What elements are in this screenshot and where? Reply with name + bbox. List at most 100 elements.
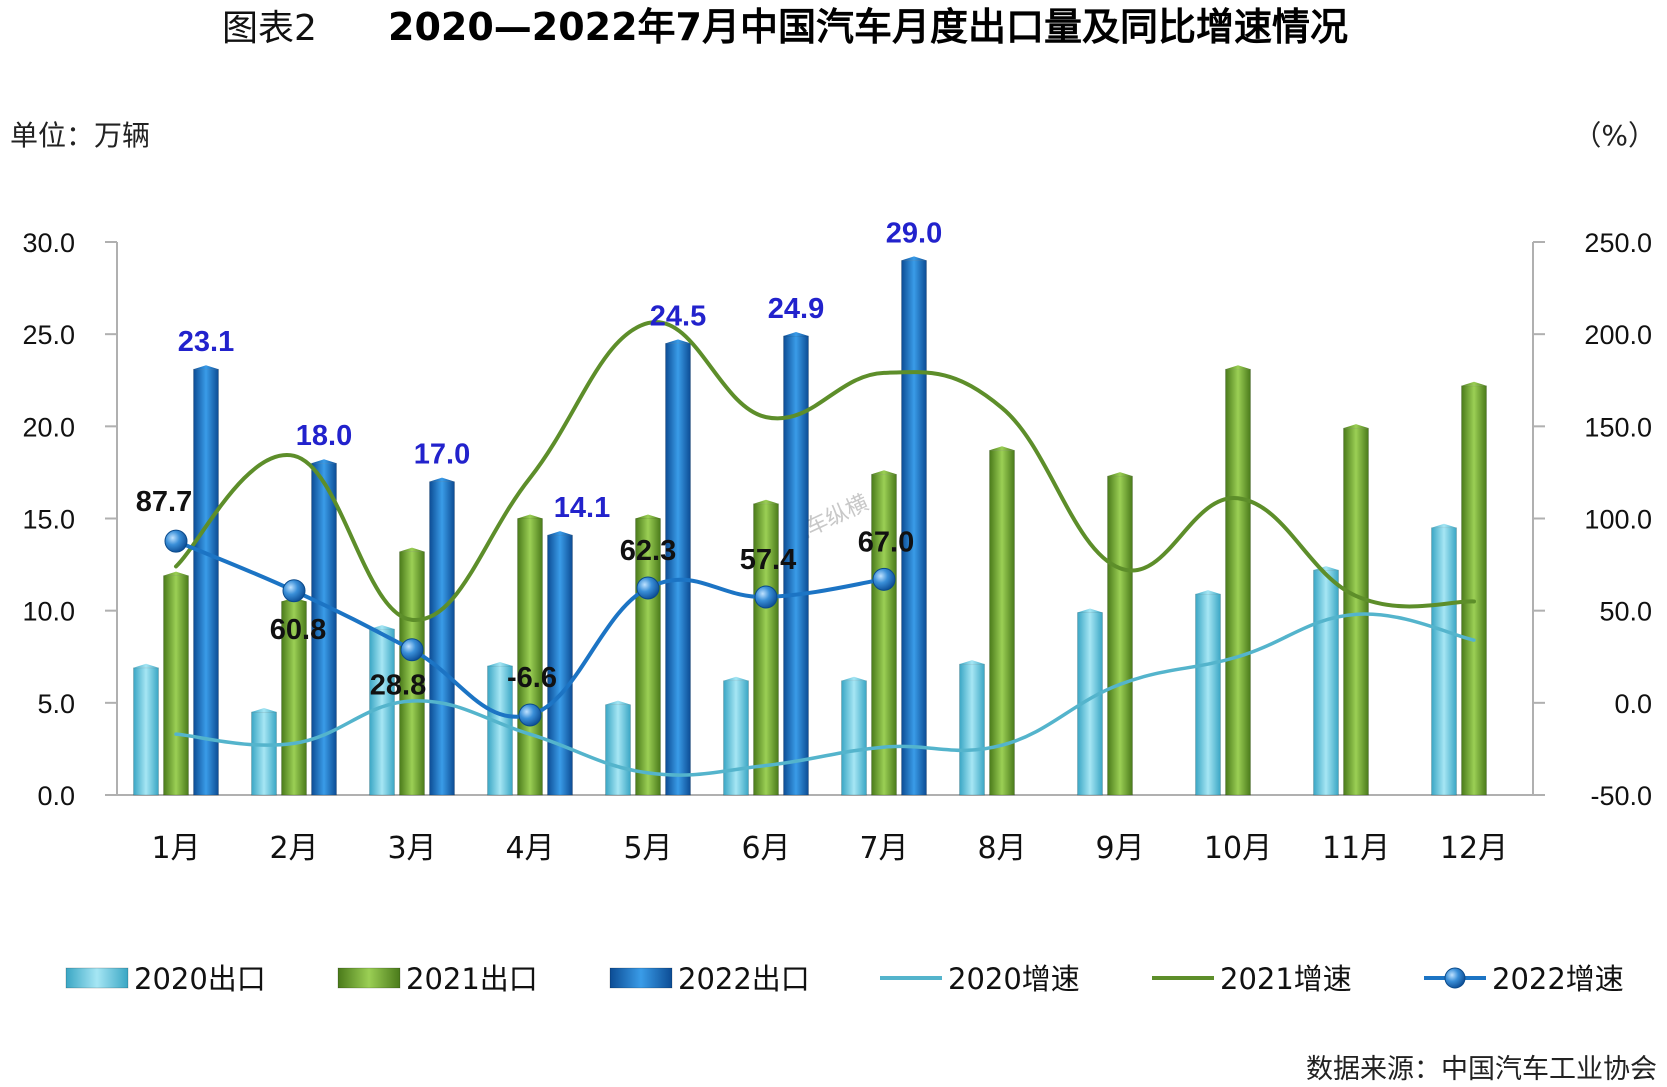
point-2022增速-1月 — [164, 529, 188, 553]
bar-cap — [1195, 590, 1221, 595]
bar-2020出口-8月 — [959, 663, 985, 796]
legend-label-2020增速: 2020增速 — [948, 962, 1080, 996]
left-tick-label: 30.0 — [22, 228, 75, 258]
point-2022增速-7月 — [872, 567, 896, 591]
bar-cap — [635, 514, 661, 519]
x-tick-label: 6月 — [741, 831, 790, 866]
bar-cap — [487, 661, 513, 666]
bar-2020出口-6月 — [723, 680, 749, 796]
bar-2022出口-5月 — [665, 343, 691, 796]
line-label-2022-6月: 57.4 — [740, 544, 796, 576]
right-tick-label: -50.0 — [1590, 781, 1652, 811]
bar-cap — [429, 477, 455, 482]
bar-cap — [665, 339, 691, 344]
bar-2022出口-6月 — [783, 335, 809, 796]
bar-cap — [399, 547, 425, 552]
line-2020增速 — [174, 612, 1476, 777]
bar-label-2022-5月: 24.5 — [650, 300, 706, 332]
left-axis-unit: 单位：万辆 — [10, 119, 150, 152]
bar-2022出口-1月 — [193, 368, 219, 796]
bar-cap — [1107, 472, 1133, 477]
x-tick-label: 3月 — [387, 831, 436, 866]
left-tick-label: 25.0 — [22, 320, 75, 350]
x-tick-label: 9月 — [1095, 831, 1144, 866]
bar-cap — [193, 365, 219, 370]
line-label-2022-1月: 87.7 — [136, 486, 192, 518]
bar-cap — [1461, 381, 1487, 386]
data-labels: 23.1 18.0 17.0 14.1 24.5 24.9 29.0 87.7 60.8 28.8… — [136, 217, 942, 701]
bar-2022出口-3月 — [429, 481, 455, 796]
bar-2021出口-1月 — [163, 575, 189, 796]
bar-2021出口-5月 — [635, 518, 661, 796]
bar-cap — [163, 571, 189, 576]
bar-cap — [723, 676, 749, 681]
right-tick-label: 0.0 — [1614, 689, 1652, 719]
data-source: 数据来源：中国汽车工业协会 — [1306, 1054, 1657, 1085]
left-tick-label: 10.0 — [22, 597, 75, 627]
legend-label-2022出口: 2022出口 — [678, 962, 810, 996]
x-tick-label: 2月 — [269, 831, 318, 866]
bar-label-2022-3月: 17.0 — [414, 439, 470, 471]
x-tick-label: 5月 — [623, 831, 672, 866]
x-tick-label: 1月 — [151, 831, 200, 866]
legend-swatch-2021出口 — [337, 967, 401, 989]
bar-label-2022-7月: 29.0 — [886, 217, 942, 249]
bar-cap — [753, 499, 779, 504]
bar-cap — [871, 470, 897, 475]
bars — [133, 256, 1487, 796]
right-tick-label: 50.0 — [1599, 597, 1652, 627]
bar-cap — [959, 660, 985, 665]
bar-2020出口-1月 — [133, 667, 159, 796]
bar-2021出口-9月 — [1107, 475, 1133, 796]
bar-2021出口-11月 — [1343, 427, 1369, 796]
legend-marker — [1444, 967, 1466, 989]
bar-2020出口-5月 — [605, 704, 631, 796]
bar-2020出口-7月 — [841, 680, 867, 796]
x-tick-label: 7月 — [859, 831, 908, 866]
bar-label-2022-1月: 23.1 — [178, 326, 234, 358]
right-tick-label: 150.0 — [1584, 412, 1652, 442]
bar-cap — [1225, 365, 1251, 370]
bar-cap — [1077, 608, 1103, 613]
bar-cap — [1343, 424, 1369, 429]
legend-swatch-2022出口 — [609, 967, 673, 989]
right-tick-label: 250.0 — [1584, 228, 1652, 258]
point-2022增速-6月 — [754, 585, 778, 609]
line-label-2022-4月: -6.6 — [507, 662, 557, 694]
point-2022增速-3月 — [400, 638, 424, 662]
left-tick-label: 0.0 — [37, 781, 75, 811]
legend-label-2021增速: 2021增速 — [1220, 962, 1352, 996]
line-2021增速 — [174, 320, 1476, 622]
line-label-2022-3月: 28.8 — [370, 670, 426, 702]
bar-2020出口-12月 — [1431, 527, 1457, 796]
chart-title-prefix: 图表2 — [222, 8, 317, 49]
bar-cap — [783, 332, 809, 337]
bar-cap — [841, 676, 867, 681]
x-tick-label: 8月 — [977, 831, 1026, 866]
right-tick-label: 200.0 — [1584, 320, 1652, 350]
bar-2021出口-4月 — [517, 518, 543, 796]
bar-2020出口-10月 — [1195, 593, 1221, 796]
bar-2021出口-12月 — [1461, 385, 1487, 796]
legend-label-2021出口: 2021出口 — [406, 962, 538, 996]
point-2022增速-5月 — [636, 576, 660, 600]
line-label-2022-7月: 67.0 — [858, 526, 914, 558]
legend-label-2020出口: 2020出口 — [134, 962, 266, 996]
x-tick-label: 10月 — [1204, 831, 1272, 866]
bar-label-2022-6月: 24.9 — [768, 293, 824, 325]
left-tick-label: 15.0 — [22, 505, 75, 535]
bar-2020出口-2月 — [251, 711, 277, 796]
bar-2021出口-8月 — [989, 449, 1015, 796]
x-tick-label: 4月 — [505, 831, 554, 866]
bar-2021出口-10月 — [1225, 368, 1251, 796]
line-label-2022-5月: 62.3 — [620, 535, 676, 567]
x-tick-label: 12月 — [1440, 831, 1508, 866]
legend-swatch-2020出口 — [65, 967, 129, 989]
bar-2021出口-3月 — [399, 551, 425, 796]
bar-cap — [901, 256, 927, 261]
axes: 0.0 5.0 10.0 15.0 20.0 25.0 30.0 -50.0 0.0 50.0 10… — [22, 228, 1652, 866]
bar-cap — [311, 459, 337, 464]
bar-cap — [1431, 523, 1457, 528]
bar-cap — [369, 625, 395, 630]
